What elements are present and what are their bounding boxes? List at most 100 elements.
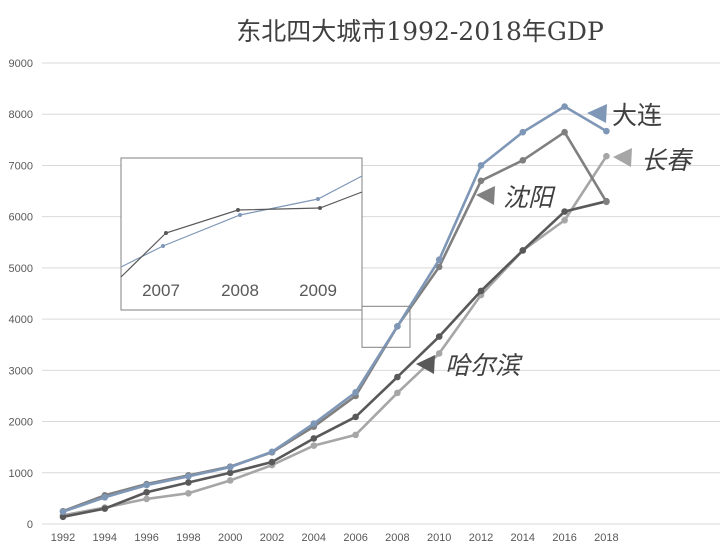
x-tick-label: 2002 [260,532,284,544]
data-point [561,128,568,136]
data-point [352,389,359,396]
data-point [352,431,359,439]
x-tick-label: 1998 [176,532,200,544]
y-tick-label: 1000 [9,468,33,480]
data-point [477,162,485,169]
x-tick-label: 1996 [134,532,158,544]
series-label-哈尔滨: 哈尔滨 [416,351,523,380]
data-point [519,247,527,254]
data-point [435,333,443,340]
inset-point [238,213,242,217]
x-tick-label: 2018 [594,532,618,544]
data-point [477,287,485,295]
label-pointer [416,355,435,374]
data-point [561,216,568,224]
series-line [61,105,608,514]
y-tick-label: 4000 [9,314,33,326]
label-pointer [587,104,607,123]
data-point [226,469,234,477]
inset-x-label: 2008 [221,281,259,300]
series-label-text: 沈阳 [503,183,556,212]
y-tick-label: 8000 [9,109,33,121]
label-pointer [476,186,495,205]
x-tick-label: 2016 [552,532,576,544]
inset-point [316,197,320,201]
data-point [143,481,150,489]
chart-title: 东北四大城市1992-2018年GDP [236,17,604,46]
data-point [519,128,527,136]
x-tick-label: 1994 [93,532,117,544]
data-point [519,157,527,164]
data-point [561,208,568,215]
inset-point [161,244,165,248]
data-point [59,508,67,516]
series-label-长春: 长春 [613,146,694,175]
y-tick-label: 9000 [9,58,33,70]
series-大连 [59,103,610,516]
data-point [185,473,192,480]
x-tick-label: 1992 [51,532,75,544]
data-point [185,489,192,497]
data-point [561,103,568,110]
data-point [143,495,150,503]
data-point [394,322,401,330]
x-tick-label: 2010 [427,532,451,544]
data-point [226,463,234,471]
data-point [268,458,276,466]
data-point [603,127,610,135]
inset-x-label: 2009 [299,281,337,300]
data-point [352,413,359,421]
series-line [61,200,608,519]
x-tick-label: 2000 [218,532,242,544]
x-tick-label: 2006 [343,532,367,544]
x-tick-label: 2004 [302,532,326,544]
inset-series-沈阳 [120,191,363,278]
inset-x-label: 2007 [142,281,180,300]
inset-point [164,231,168,235]
y-tick-label: 6000 [9,212,33,224]
x-tick-label: 2012 [469,532,493,544]
data-point [310,435,318,442]
inset-frame [120,157,363,311]
data-point [185,479,192,486]
data-point [477,177,485,185]
y-tick-label: 3000 [9,365,33,377]
data-point [435,256,443,263]
data-point [101,494,109,501]
series-label-大连: 大连 [587,101,662,130]
inset-point [318,206,322,210]
data-point [226,477,234,484]
data-point [603,198,610,206]
y-tick-label: 5000 [9,263,33,275]
data-point [310,442,318,449]
series-label-text: 哈尔滨 [445,351,523,380]
series-lines [59,103,610,521]
data-point [394,389,401,397]
data-point [435,263,443,271]
data-point [310,420,318,427]
series-label-text: 大连 [612,101,662,130]
axes: 0 1000 2000 3000 4000 5000 6000 7000 8000 9000 199… [9,58,720,544]
data-point [603,152,610,160]
y-tick-label: 2000 [9,417,33,429]
data-point [268,448,276,456]
data-point [143,488,150,496]
data-point [394,373,401,381]
inset-series-大连 [120,175,363,268]
inset-point [236,208,240,212]
zoom-inset: 2007 2008 2009 [120,157,411,348]
series-label-沈阳: 沈阳 [476,183,556,212]
x-tick-label: 2008 [385,532,409,544]
series-label-text: 长春 [641,146,694,175]
y-tick-label: 7000 [9,160,33,172]
data-point [59,513,67,521]
series-哈尔滨 [59,198,610,521]
zoom-region-box [361,305,411,348]
data-point [435,350,443,357]
x-tick-label: 2014 [511,532,535,544]
y-tick-label: 0 [27,519,33,531]
label-pointer [613,148,632,167]
